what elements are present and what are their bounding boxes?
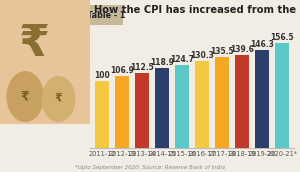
Text: *Upto September 2020; Source: Reserve Bank of India: *Upto September 2020; Source: Reserve Ba…	[75, 165, 225, 170]
Text: 139.6: 139.6	[230, 45, 254, 54]
Bar	[135, 73, 149, 148]
Text: Table - 1: Table - 1	[87, 10, 125, 20]
Text: 130.3: 130.3	[190, 51, 214, 60]
Bar	[215, 57, 229, 148]
Text: ₹: ₹	[21, 90, 30, 103]
Text: 156.5: 156.5	[270, 33, 294, 42]
Circle shape	[7, 72, 43, 121]
Bar	[275, 43, 289, 148]
Bar	[95, 81, 109, 148]
Text: 118.9: 118.9	[150, 58, 174, 67]
Text: 124.7: 124.7	[170, 55, 194, 64]
Text: ₹: ₹	[55, 94, 62, 104]
Bar	[195, 61, 209, 148]
Text: 112.5: 112.5	[130, 63, 154, 72]
Text: 100: 100	[94, 71, 110, 80]
Bar	[235, 55, 249, 148]
Circle shape	[42, 77, 75, 121]
Text: How the CPI has increased from the base year 2011-12: How the CPI has increased from the base …	[94, 5, 300, 15]
Bar	[155, 68, 169, 148]
Text: ₹: ₹	[19, 22, 50, 65]
Bar	[115, 77, 129, 148]
Text: 135.5: 135.5	[210, 47, 234, 56]
Bar	[255, 50, 269, 148]
Text: 106.9: 106.9	[110, 66, 134, 76]
Text: 146.3: 146.3	[250, 40, 274, 49]
Bar	[175, 64, 189, 148]
